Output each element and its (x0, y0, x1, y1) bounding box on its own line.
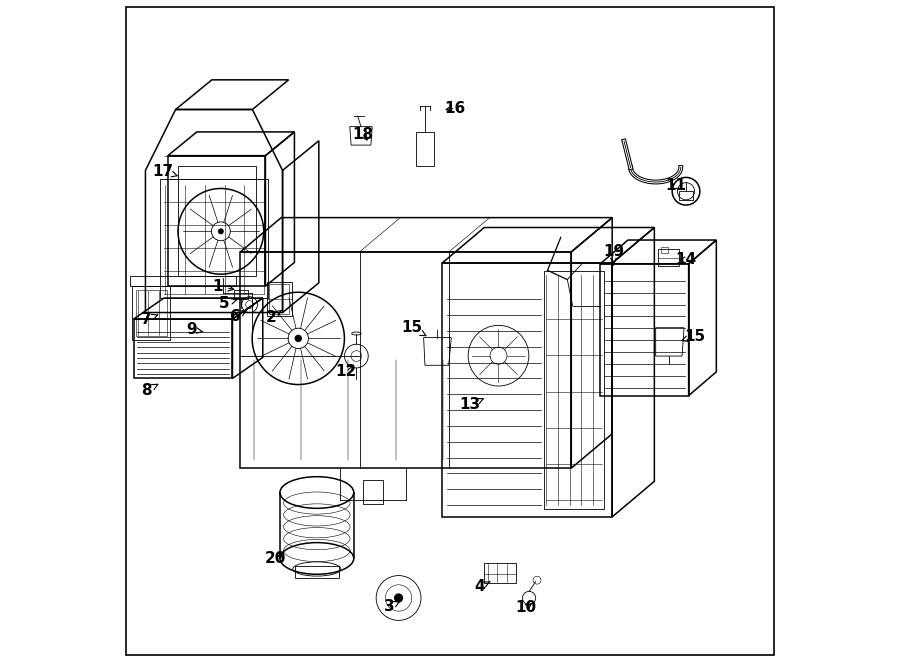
Text: 16: 16 (445, 101, 466, 116)
Text: 18: 18 (353, 127, 374, 142)
Text: 20: 20 (265, 551, 286, 566)
Text: 13: 13 (459, 397, 483, 412)
Circle shape (218, 228, 224, 234)
Text: 1: 1 (212, 279, 234, 294)
Text: 11: 11 (665, 179, 686, 193)
Text: 2: 2 (266, 310, 282, 325)
Text: 7: 7 (141, 312, 158, 326)
Text: 9: 9 (186, 322, 202, 337)
Text: 14: 14 (675, 252, 697, 267)
Circle shape (394, 593, 403, 602)
Text: 12: 12 (335, 364, 356, 379)
Circle shape (294, 335, 302, 342)
Text: 3: 3 (384, 599, 400, 614)
Text: 8: 8 (141, 383, 158, 398)
Text: 4: 4 (474, 579, 490, 594)
Text: 17: 17 (153, 164, 177, 179)
Text: 15: 15 (401, 320, 426, 336)
Text: 10: 10 (515, 600, 536, 616)
Text: 19: 19 (603, 244, 624, 265)
Text: 5: 5 (220, 296, 237, 311)
Text: 6: 6 (230, 309, 247, 324)
Text: 15: 15 (681, 329, 706, 344)
